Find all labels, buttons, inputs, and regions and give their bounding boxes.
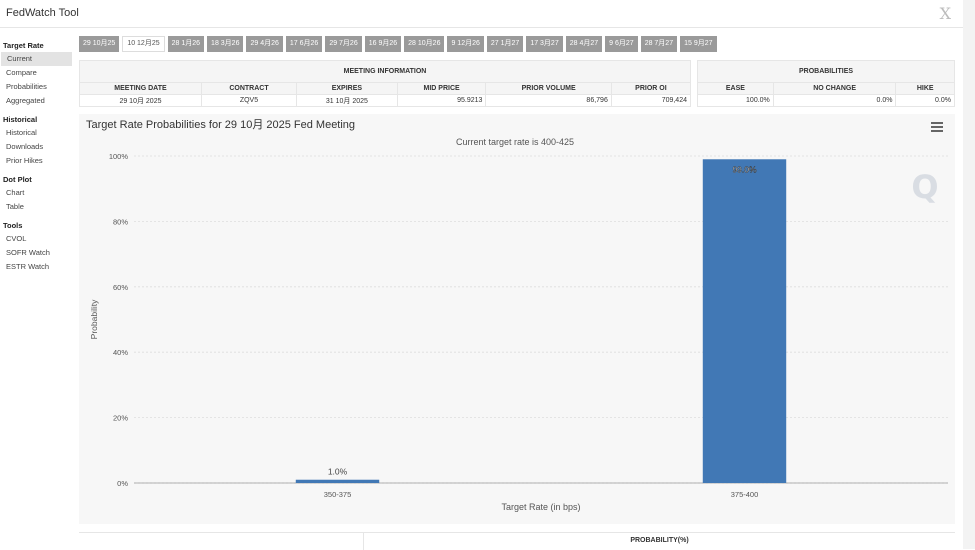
column-header: MEETING DATE: [79, 82, 202, 95]
tab-meeting-date[interactable]: 17 3月27: [526, 36, 563, 52]
tab-meeting-date[interactable]: 27 1月27: [486, 36, 524, 52]
table-cell: 0.0%: [895, 94, 955, 107]
column-header: HIKE: [895, 82, 955, 95]
sidebar-item-estr-watch[interactable]: ESTR Watch: [6, 262, 50, 271]
column-header: PRIOR OI: [610, 82, 692, 95]
tab-meeting-date[interactable]: 29 10月25: [79, 36, 120, 52]
sidebar-item-cvol[interactable]: CVOL: [6, 234, 27, 243]
tab-meeting-date[interactable]: 28 4月27: [565, 36, 603, 52]
sidebar-item-compare[interactable]: Compare: [6, 68, 37, 77]
column-header: MID PRICE: [396, 82, 487, 95]
meeting-information-table: MEETING INFORMATION MEETING DATE CONTRACT…: [79, 60, 692, 107]
close-icon[interactable]: X: [939, 4, 951, 23]
sidebar-item-chart[interactable]: Chart: [6, 188, 25, 197]
tab-meeting-date[interactable]: 28 7月27: [640, 36, 678, 52]
hamburger-menu-icon[interactable]: [931, 122, 943, 132]
sidebar-item-sofr-watch[interactable]: SOFR Watch: [6, 248, 50, 257]
title-bar: FedWatch Tool X: [0, 0, 963, 28]
sidebar-item-historical[interactable]: Historical: [6, 128, 37, 137]
tab-meeting-date[interactable]: 17 6月26: [285, 36, 323, 52]
tab-meeting-date[interactable]: 18 3月26: [207, 36, 244, 52]
table-cell: 86,796: [485, 94, 612, 107]
sidebar-item-prior-hikes[interactable]: Prior Hikes: [6, 156, 43, 165]
chart-title: Target Rate Probabilities for 29 10月 202…: [86, 119, 355, 131]
column-header: CONTRACT: [200, 82, 298, 95]
sidebar-section-dot-plot: Dot Plot: [3, 175, 32, 184]
probability-chart: Target Rate Probabilities for 29 10月 202…: [79, 114, 955, 524]
column-header: EXPIRES: [296, 82, 398, 95]
sidebar-item-table[interactable]: Table: [6, 202, 24, 211]
meeting-tabs: 29 10月25 10 12月25 28 1月26 18 3月26 29 4月26 17 …: [79, 36, 955, 52]
scrollbar[interactable]: [963, 0, 975, 549]
y-tick-label: 60%: [113, 283, 128, 292]
y-tick-label: 40%: [113, 348, 128, 357]
watermark-q-icon: Q: [911, 168, 938, 206]
probabilities-table: PROBABILITIES EASE NO CHANGE HIKE 100.0% 0.…: [697, 60, 955, 107]
column-header: EASE: [697, 82, 774, 95]
data-label: 1.0%: [328, 467, 348, 477]
meeting-information-header: MEETING INFORMATION: [79, 60, 691, 83]
table-cell: ZQV5: [200, 94, 298, 107]
column-header: NO CHANGE: [772, 82, 897, 95]
table-cell: 31 10月 2025: [296, 94, 398, 107]
tab-meeting-date[interactable]: 28 10月26: [404, 36, 445, 52]
table-cell: 95.9213: [396, 94, 487, 107]
tab-meeting-date[interactable]: 29 4月26: [246, 36, 283, 52]
sidebar-item-downloads[interactable]: Downloads: [6, 142, 44, 151]
bar-350-375: [295, 479, 380, 483]
probability-header: PROBABILITY(%): [630, 537, 689, 544]
tab-meeting-date[interactable]: 9 6月27: [605, 36, 638, 52]
tab-meeting-date[interactable]: 15 9月27: [680, 36, 717, 52]
y-tick-label: 0%: [117, 479, 128, 488]
sidebar-section-tools: Tools: [3, 221, 23, 230]
tab-meeting-date[interactable]: 29 7月26: [325, 36, 362, 52]
sidebar-item-probabilities[interactable]: Probabilities: [6, 82, 47, 91]
probabilities-header: PROBABILITIES: [697, 60, 955, 83]
column-header: PRIOR VOLUME: [485, 82, 612, 95]
sidebar-section-historical: Historical: [3, 115, 38, 124]
data-label: 99.0%: [732, 164, 757, 174]
chart-subtitle: Current target rate is 400-425: [456, 137, 574, 147]
table-cell: 709,424: [610, 94, 692, 107]
x-tick-label: 350-375: [324, 490, 352, 499]
tab-meeting-date[interactable]: 9 12月26: [447, 36, 484, 52]
table-cell: 29 10月 2025: [79, 94, 202, 107]
y-axis-label: Probability: [89, 299, 99, 339]
sidebar-item-aggregated[interactable]: Aggregated: [6, 96, 45, 105]
main-content: 29 10月25 10 12月25 28 1月26 18 3月26 29 4月26 17 …: [79, 36, 955, 107]
table-cell: 100.0%: [697, 94, 774, 107]
sidebar: Target Rate Current Compare Probabilities Ag…: [0, 34, 74, 274]
y-tick-label: 80%: [113, 217, 128, 226]
bar-375-400: [702, 159, 787, 483]
tab-meeting-date[interactable]: 16 9月26: [364, 36, 402, 52]
probability-table-bottom: PROBABILITY(%): [79, 532, 955, 550]
table-cell: 0.0%: [772, 94, 897, 107]
app-title: FedWatch Tool: [6, 7, 79, 19]
x-axis-label: Target Rate (in bps): [501, 502, 580, 512]
tab-meeting-date[interactable]: 28 1月26: [167, 36, 205, 52]
tab-meeting-date[interactable]: 10 12月25: [122, 36, 165, 52]
y-tick-label: 20%: [113, 414, 128, 423]
y-tick-label: 100%: [109, 152, 129, 161]
chart-svg: Target Rate Probabilities for 29 10月 202…: [86, 119, 948, 512]
x-tick-label: 375-400: [731, 490, 759, 499]
info-tables: MEETING INFORMATION MEETING DATE CONTRACT…: [79, 60, 955, 107]
sidebar-section-target-rate: Target Rate: [3, 41, 44, 50]
sidebar-item-current[interactable]: Current: [1, 52, 72, 66]
